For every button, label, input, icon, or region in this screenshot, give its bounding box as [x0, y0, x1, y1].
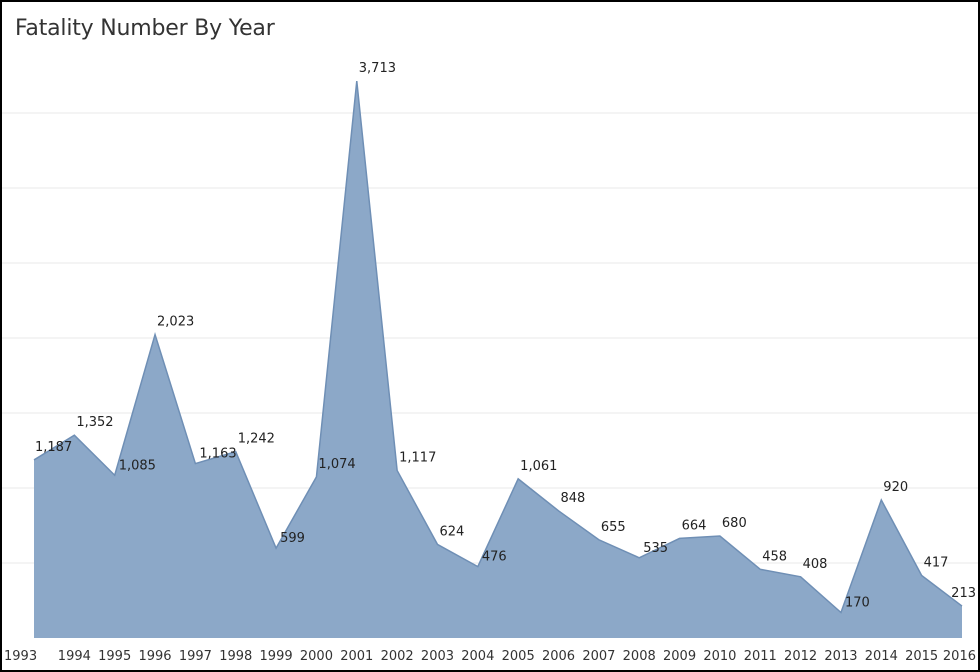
x-tick-label: 1993: [4, 649, 37, 664]
x-tick-label: 1999: [260, 649, 293, 664]
x-tick-label: 2012: [784, 649, 817, 664]
data-label: 476: [482, 550, 507, 565]
x-tick-label: 1998: [219, 649, 252, 664]
x-tick-label: 2003: [421, 649, 454, 664]
area-line: [33, 80, 963, 614]
area-fill: [34, 81, 962, 639]
area-series: [33, 80, 963, 639]
data-label: 170: [845, 596, 870, 611]
chart-title: Fatality Number By Year: [15, 16, 275, 41]
data-label: 1,061: [520, 459, 557, 474]
x-tick-label: 2013: [824, 649, 857, 664]
data-label: 680: [722, 516, 747, 531]
data-label: 1,117: [399, 450, 436, 465]
data-label: 664: [682, 518, 707, 533]
data-label: 408: [803, 557, 828, 572]
data-label: 655: [601, 520, 626, 535]
x-tick-label: 2007: [582, 649, 615, 664]
x-tick-label: 2010: [703, 649, 736, 664]
data-label: 1,242: [238, 432, 275, 447]
x-tick-label: 2008: [623, 649, 656, 664]
data-label: 624: [439, 524, 464, 539]
x-tick-label: 1996: [138, 649, 171, 664]
x-tick-label: 2004: [461, 649, 494, 664]
data-label: 213: [951, 586, 976, 601]
x-axis-ticks: 1993 1994 1995 1996 1997 1998 1999 2000 2001 2002…: [4, 649, 976, 664]
x-tick-label: 2011: [744, 649, 777, 664]
x-tick-label: 2006: [542, 649, 575, 664]
data-label: 1,352: [76, 415, 113, 430]
x-tick-label: 1995: [98, 649, 131, 664]
x-tick-label: 2009: [663, 649, 696, 664]
data-label: 3,713: [359, 61, 396, 76]
data-label: 535: [643, 541, 668, 556]
data-label: 1,074: [318, 457, 355, 472]
x-tick-label: 2005: [502, 649, 535, 664]
data-label: 599: [280, 531, 305, 546]
data-label: 1,085: [119, 458, 156, 473]
x-tick-label: 1997: [179, 649, 212, 664]
x-tick-label: 2000: [300, 649, 333, 664]
x-tick-label: 2016: [943, 649, 976, 664]
data-label: 417: [924, 555, 949, 570]
data-label: 1,163: [199, 447, 236, 462]
data-label: 920: [883, 480, 908, 495]
data-label: 1,187: [35, 440, 72, 455]
x-tick-label: 2001: [340, 649, 373, 664]
data-label: 458: [762, 549, 787, 564]
x-tick-label: 2014: [865, 649, 898, 664]
data-label: 848: [561, 491, 586, 506]
x-tick-label: 2015: [905, 649, 938, 664]
x-tick-label: 2002: [381, 649, 414, 664]
data-label: 2,023: [157, 315, 194, 330]
x-tick-label: 1994: [58, 649, 91, 664]
